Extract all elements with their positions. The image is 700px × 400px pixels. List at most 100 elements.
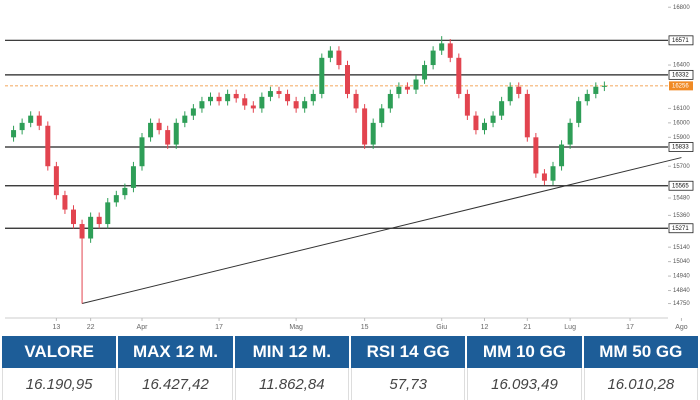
candle-body — [593, 86, 599, 94]
candle-body — [353, 93, 359, 109]
value-row: 16.190,95 16.427,42 11.862,84 57,73 16.093,4… — [2, 368, 698, 400]
candle-body — [576, 101, 582, 123]
candle-body — [225, 93, 231, 102]
candle-body — [439, 43, 445, 51]
y-tick-label: 16400 — [673, 63, 690, 69]
header-cell: VALORE — [2, 336, 117, 368]
value-cell: 16.093,49 — [467, 368, 582, 400]
x-tick-label: Apr — [137, 324, 149, 331]
candle-body — [302, 101, 308, 109]
candle-body — [276, 91, 282, 94]
candle-body — [88, 216, 94, 239]
candle-body — [173, 122, 179, 145]
header-cell: MIN 12 M. — [234, 336, 349, 368]
y-tick-label: 14840 — [673, 288, 690, 294]
x-tick-label: Giu — [436, 324, 447, 331]
level-box — [668, 69, 694, 80]
candle-body — [336, 50, 342, 66]
candle-body — [584, 93, 590, 102]
value-cell: 57,73 — [350, 368, 466, 400]
candle-body — [105, 202, 111, 225]
value-cell: 16.427,42 — [118, 368, 233, 400]
candle-body — [79, 224, 85, 239]
candle-body — [541, 173, 547, 181]
candle-body — [567, 122, 573, 145]
candle-body — [62, 195, 68, 210]
candle-body — [148, 122, 154, 138]
y-tick-label: 14940 — [673, 274, 690, 280]
candle-body — [507, 86, 513, 102]
candle-body — [216, 96, 222, 102]
candle-body — [285, 93, 291, 102]
x-tick-label: 12 — [481, 324, 489, 331]
candle-body — [36, 115, 42, 126]
candle-body — [130, 166, 136, 188]
candle-body — [396, 86, 402, 94]
y-tick-label: 15140 — [673, 245, 690, 251]
candle-body — [122, 187, 128, 196]
level-label: 16571 — [672, 38, 689, 44]
level-label: 15833 — [672, 145, 689, 151]
x-tick-label: 17 — [215, 324, 223, 331]
current-price-label: 16256 — [672, 83, 689, 89]
candle-body — [413, 79, 419, 90]
candle-body — [430, 50, 436, 66]
candle-body — [199, 101, 205, 109]
y-tick-label: 15040 — [673, 259, 690, 265]
level-label: 16332 — [672, 72, 689, 78]
candle-body — [250, 105, 256, 109]
candle-body — [516, 86, 522, 94]
candle-body — [490, 115, 496, 123]
value-cell: 11.862,84 — [234, 368, 349, 400]
candle-body — [370, 122, 376, 145]
candle-body — [165, 130, 171, 145]
stats-table: VALORE MAX 12 M. MIN 12 M. RSI 14 GG MM 10 G… — [0, 336, 700, 400]
y-tick-label: 15360 — [673, 213, 690, 219]
level-box — [668, 35, 694, 46]
candle-body — [233, 93, 239, 99]
x-tick-label: Ago — [675, 324, 688, 331]
x-tick-label: 15 — [361, 324, 369, 331]
candle-body — [456, 57, 462, 94]
candle-body — [482, 122, 487, 131]
y-tick-label: 15480 — [673, 196, 690, 202]
candle-body — [96, 216, 102, 225]
y-tick-label: 16100 — [673, 106, 690, 112]
header-cell: MM 50 GG — [583, 336, 698, 368]
candle-body — [464, 93, 470, 116]
level-box — [668, 180, 694, 191]
current-price-box — [669, 81, 693, 91]
candle-body — [404, 86, 410, 90]
x-tick-label: Lug — [564, 324, 576, 331]
candle-body — [319, 57, 325, 94]
candle-body — [267, 91, 273, 97]
candle-body — [345, 65, 350, 94]
candle-body — [387, 93, 393, 109]
candle-body — [45, 125, 51, 167]
header-row: VALORE MAX 12 M. MIN 12 M. RSI 14 GG MM 10 G… — [2, 336, 698, 368]
candle-body — [259, 96, 265, 109]
candle-body — [28, 115, 34, 123]
chart: 14750 14840 14940 15040 15140 15360 15480 15700… — [5, 5, 694, 331]
candle-body — [156, 122, 162, 131]
candle-body — [113, 195, 119, 203]
level-box — [668, 142, 694, 152]
candle-body — [524, 93, 530, 138]
candle-body — [71, 209, 76, 225]
candle-body — [422, 65, 428, 80]
y-tick-label: 14750 — [673, 301, 690, 307]
candle-body — [601, 85, 607, 87]
candle-body — [327, 50, 333, 58]
x-tick-label: Mag — [289, 324, 303, 331]
candle-body — [310, 93, 316, 102]
candle-body — [139, 137, 145, 167]
candle-body — [208, 96, 213, 102]
header-cell: RSI 14 GG — [350, 336, 466, 368]
y-tick-label: 15900 — [673, 135, 690, 141]
candle-body — [447, 43, 453, 58]
candle-body — [242, 98, 248, 106]
candle-body — [499, 101, 505, 116]
candle-body — [550, 166, 556, 181]
candle-body — [473, 115, 479, 131]
